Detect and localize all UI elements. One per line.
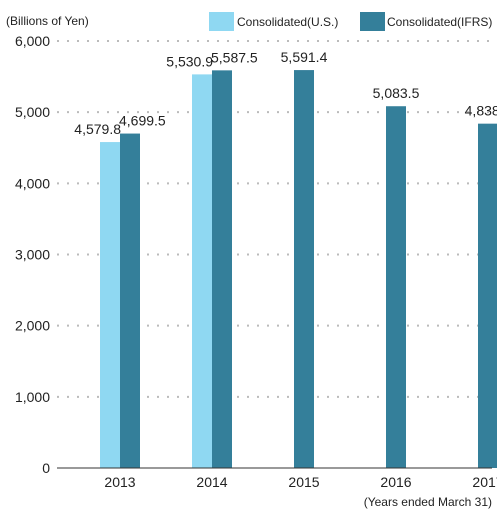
bar-ifrs-2013: [120, 133, 140, 468]
legend-label: Consolidated(IFRS): [387, 15, 492, 29]
bar-ifrs-2016: [386, 106, 406, 469]
legend-swatch: [209, 12, 234, 31]
legend-label: Consolidated(U.S.): [237, 15, 338, 29]
bars: [100, 70, 497, 469]
bar-value-labels: 4,579.84,699.5 5,530.95,587.5 5,591.4 5,083…: [74, 49, 497, 137]
y-tick-label: 2,000: [15, 318, 50, 334]
bar-us-2014: [192, 74, 212, 469]
y-tick-label: 6,000: [15, 33, 50, 49]
bar-value-label: 5,530.9: [166, 53, 213, 69]
y-axis-ticks: 0 1,000 2,000 3,000 4,000 5,000 6,000: [15, 33, 50, 476]
bar-ifrs-2015: [294, 70, 314, 468]
y-tick-label: 0: [42, 460, 50, 476]
bar-value-label: 5,587.5: [211, 49, 258, 65]
bar-ifrs-2017: [478, 123, 497, 468]
x-tick-label: 2015: [288, 474, 319, 490]
legend-swatch: [360, 12, 385, 31]
x-tick-label: 2016: [380, 474, 411, 490]
bar-value-label: 4,579.8: [74, 121, 121, 137]
bar-ifrs-2014: [212, 70, 232, 468]
bar-value-label: 5,083.5: [373, 85, 420, 101]
legend: Consolidated(U.S.) Consolidated(IFRS): [209, 12, 492, 31]
x-tick-label: 2017: [472, 474, 497, 490]
bar-us-2013: [100, 142, 120, 468]
x-axis-note: (Years ended March 31): [364, 495, 492, 509]
x-tick-label: 2014: [196, 474, 227, 490]
y-axis-unit-label: (Billions of Yen): [6, 14, 89, 28]
y-tick-label: 4,000: [15, 175, 50, 191]
y-tick-label: 3,000: [15, 247, 50, 263]
x-tick-label: 2013: [104, 474, 135, 490]
bar-value-label: 4,838.5: [465, 103, 497, 119]
bar-value-label: 4,699.5: [119, 113, 166, 129]
x-axis-category-labels: 2013 2014 2015 2016 2017: [104, 474, 497, 490]
y-tick-label: 5,000: [15, 104, 50, 120]
y-tick-label: 1,000: [15, 389, 50, 405]
bar-value-label: 5,591.4: [281, 49, 328, 65]
